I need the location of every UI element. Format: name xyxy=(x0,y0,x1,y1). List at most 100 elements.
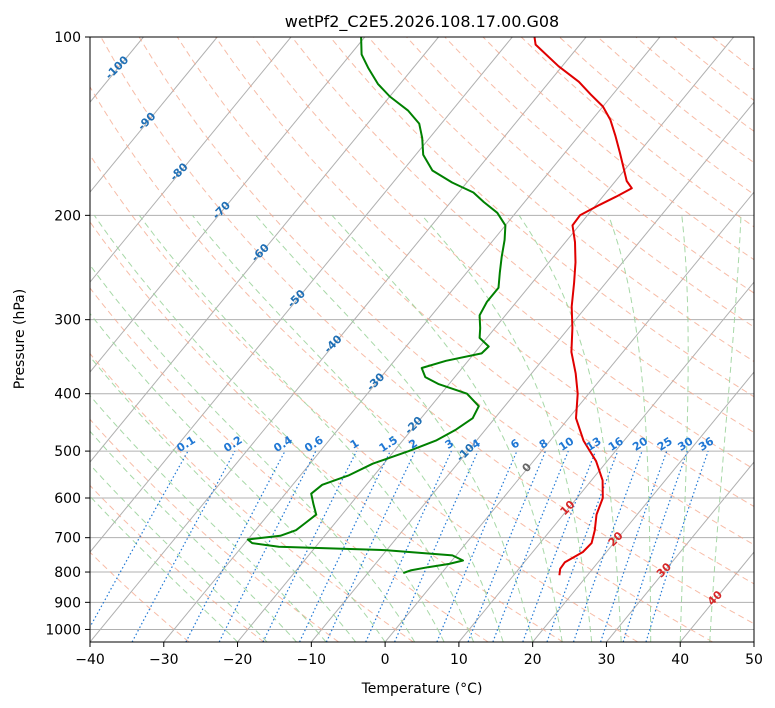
x-tick-label: 20 xyxy=(524,652,542,668)
mixing-ratio-label: 3 xyxy=(443,437,457,452)
background-lines-layer xyxy=(0,37,754,642)
mixing-ratio-label: 0.1 xyxy=(174,433,197,455)
chart-title: wetPf2_C2E5.2026.108.17.00.G08 xyxy=(285,12,559,32)
moist-adiabat-line xyxy=(90,464,268,642)
y-tick-label: 800 xyxy=(54,565,81,581)
mixing-ratio-label: 2 xyxy=(406,437,420,452)
temperature-line xyxy=(533,37,633,576)
mixing-ratio-line xyxy=(131,450,236,642)
profile-lines-layer xyxy=(246,37,633,576)
moist-adiabat-line xyxy=(709,215,742,642)
x-tick-label: −20 xyxy=(223,652,253,668)
mixing-ratio-line xyxy=(622,450,688,642)
dry-adiabat-line xyxy=(597,37,754,164)
y-tick-label: 100 xyxy=(54,30,81,46)
isotherm-line xyxy=(237,37,735,642)
mixing-ratio-line xyxy=(600,450,668,642)
mixing-ratio-label: 1.5 xyxy=(377,433,400,455)
mixing-ratio-line xyxy=(218,450,317,642)
dry-adiabat-line xyxy=(482,37,754,261)
x-tick-label: 30 xyxy=(598,652,616,668)
dewpoint-line xyxy=(246,37,507,574)
dry-adiabat-line xyxy=(90,352,414,642)
x-tick-label: −10 xyxy=(297,652,327,668)
mixing-ratio-line xyxy=(522,450,597,642)
dry-adiabat-line xyxy=(138,37,754,585)
line-labels-layer: 0.1 0.2 0.4 0.6 1 1.5 2 3 4 6 8 10 13 16 20 25 30 36-100-… xyxy=(103,53,726,608)
mixing-ratio-line xyxy=(436,450,518,642)
mixing-ratio-line xyxy=(645,450,709,642)
isotherm-line xyxy=(310,101,754,642)
mixing-ratio-line xyxy=(299,450,391,642)
moist-adiabat-line xyxy=(93,215,445,642)
dry-adiabat-line xyxy=(673,37,754,101)
isotherm-line xyxy=(384,191,754,642)
x-tick-label: 40 xyxy=(671,652,689,668)
y-tick-label: 400 xyxy=(54,387,81,403)
dry-adiabat-line xyxy=(329,37,754,398)
moist-adiabat-line xyxy=(90,312,386,642)
mixing-ratio-line xyxy=(546,450,619,642)
dry-adiabat-line xyxy=(90,221,564,642)
x-tick-label: −40 xyxy=(75,652,105,668)
moist-adiabat-line xyxy=(90,264,416,642)
dry-adiabat-line xyxy=(90,85,713,642)
x-tick-label: −30 xyxy=(149,652,179,668)
moist-adiabat-line xyxy=(138,215,475,642)
y-tick-label: 600 xyxy=(54,491,81,507)
dry-adiabat-line xyxy=(444,37,754,294)
x-tick-label: 50 xyxy=(745,652,763,668)
y-tick-label: 700 xyxy=(54,531,81,547)
y-axis-title: Pressure (hPa) xyxy=(12,289,28,389)
isotherm-line xyxy=(458,281,754,642)
isotherm-line xyxy=(90,37,439,463)
isotherm-line xyxy=(90,37,587,642)
mixing-ratio-line xyxy=(262,450,358,642)
isotherm-line xyxy=(0,37,70,642)
dry-adiabat-line xyxy=(253,37,754,470)
mixing-ratio-line xyxy=(572,450,643,642)
mixing-ratio-label: 8 xyxy=(537,437,551,452)
isotherm-line xyxy=(90,37,218,193)
moist-adiabat-line xyxy=(255,214,534,642)
dry-adiabat-line xyxy=(90,551,190,642)
isotherm-line xyxy=(606,461,754,642)
isotherm-line xyxy=(163,37,661,642)
x-axis-title: Temperature (°C) xyxy=(361,681,483,697)
isotherm-line xyxy=(532,371,754,642)
dry-adiabat-line xyxy=(90,484,265,642)
dry-adiabat-line xyxy=(176,37,754,546)
mixing-ratio-label: 6 xyxy=(508,436,522,451)
isotherm-line xyxy=(90,37,513,553)
x-tick-label: 10 xyxy=(450,652,468,668)
moist-adiabat-line xyxy=(608,215,652,642)
y-tick-label: 900 xyxy=(54,595,81,611)
mixing-ratio-line xyxy=(492,450,569,642)
dry-adiabat-line xyxy=(215,37,754,508)
dry-adiabat-line xyxy=(711,37,754,71)
moist-adiabat-line xyxy=(90,355,356,642)
isotherm-line xyxy=(90,37,366,373)
moist-adiabat-line xyxy=(331,214,563,642)
mixing-ratio-label: 1 xyxy=(348,437,362,452)
mixing-ratio-line xyxy=(90,450,189,629)
moist-adiabat-line xyxy=(421,214,593,642)
mixing-ratio-line xyxy=(394,450,479,642)
y-tick-label: 1000 xyxy=(45,622,81,638)
y-tick-label: 200 xyxy=(54,208,81,224)
y-tick-label: 500 xyxy=(54,444,81,460)
isotherm-line xyxy=(679,551,754,642)
moist-adiabat-line xyxy=(679,215,689,642)
moist-adiabat-line xyxy=(90,495,238,642)
isotherm-line xyxy=(753,641,754,642)
dry-adiabat-line xyxy=(291,37,754,434)
dry-adiabat-line xyxy=(90,154,639,642)
mixing-ratio-line xyxy=(467,450,547,642)
dry-adiabat-line xyxy=(90,287,489,642)
dry-adiabat-line xyxy=(100,37,754,625)
moist-adiabat-line xyxy=(90,394,327,642)
plot-frame xyxy=(89,36,755,643)
x-tick-label: 0 xyxy=(381,652,390,668)
axes-layer: −40 −30 −20 −10 0 10 20 30 40 5010020030040050060… xyxy=(45,30,763,668)
